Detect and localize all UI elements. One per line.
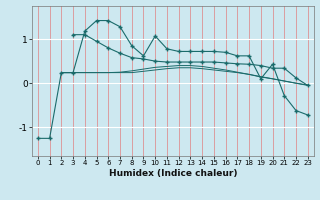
- X-axis label: Humidex (Indice chaleur): Humidex (Indice chaleur): [108, 169, 237, 178]
